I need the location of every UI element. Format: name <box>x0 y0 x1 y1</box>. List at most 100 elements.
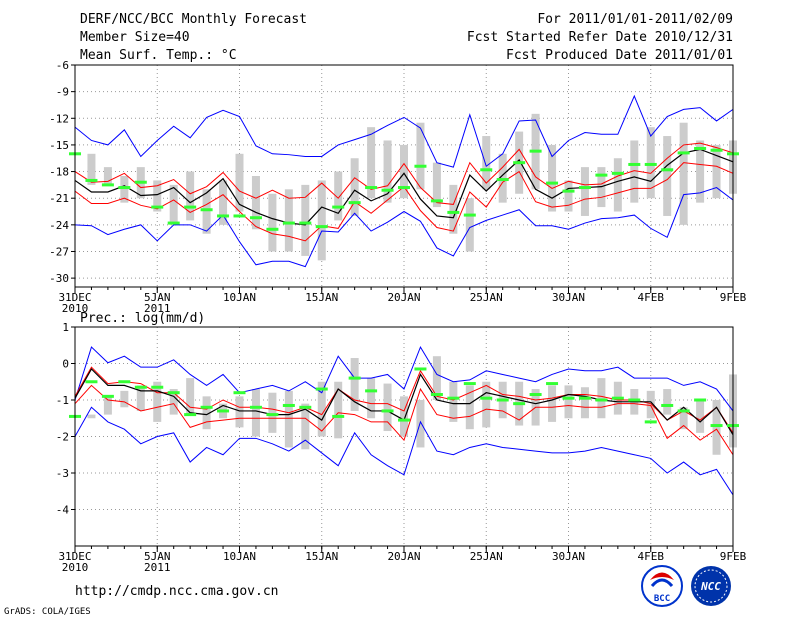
ensemble-box <box>120 176 129 203</box>
temperature-panel: -6-9-12-15-18-21-24-27-3031DEC20105JAN20… <box>49 59 746 315</box>
ncc-logo-disk <box>691 566 731 606</box>
ensemble-box <box>663 136 672 216</box>
ensemble-box <box>153 381 162 422</box>
y-tick-label: -30 <box>49 272 69 285</box>
ncc-logo: NCC <box>691 566 731 606</box>
ensemble-box <box>482 381 491 428</box>
ensemble-box <box>251 176 260 230</box>
ensemble-box <box>367 127 376 199</box>
ensemble-box <box>251 389 260 437</box>
x-tick-year-label: 2011 <box>144 561 171 574</box>
ensemble-box <box>564 180 573 212</box>
spread-upper-line <box>74 366 734 434</box>
ensemble-box <box>186 171 195 221</box>
x-tick-label: 30JAN <box>552 291 585 304</box>
ensemble-box <box>186 378 195 415</box>
bcc-logo-text: BCC <box>654 594 670 604</box>
ensemble-box <box>696 400 705 433</box>
x-tick-label: 31DEC <box>58 291 91 304</box>
forecast-started-date: Fcst Started Refer Date 2010/12/31 <box>467 30 733 45</box>
x-tick-year-label: 2011 <box>144 302 171 315</box>
ensemble-max-line <box>74 345 734 412</box>
ensemble-box <box>465 385 474 430</box>
ensemble-box <box>367 378 376 419</box>
bcc-logo: BCC <box>641 565 683 607</box>
x-tick-year-label: 2010 <box>62 561 89 574</box>
ensemble-box <box>284 390 293 448</box>
y-tick-label: 0 <box>62 358 69 371</box>
forecast-period: For 2011/01/01-2011/02/09 <box>537 12 733 27</box>
ensemble-box <box>136 385 145 411</box>
y-tick-label: 1 <box>62 321 69 334</box>
ensemble-box <box>548 385 557 422</box>
ensemble-box <box>432 356 441 400</box>
ensemble-box <box>235 153 244 212</box>
source-url: http://cmdp.ncc.cma.gov.cn <box>75 584 279 599</box>
y-tick-label: -2 <box>56 431 69 444</box>
ensemble-box <box>482 136 491 190</box>
y-tick-label: -27 <box>49 245 69 258</box>
ensemble-box <box>696 140 705 203</box>
ensemble-box <box>202 189 211 234</box>
x-tick-label: 30JAN <box>552 550 585 563</box>
member-size-label: Member Size=40 <box>80 30 190 45</box>
ensemble-box <box>202 396 211 430</box>
y-tick-label: -18 <box>49 166 69 179</box>
ensemble-box <box>103 396 112 415</box>
ensemble-box <box>548 144 557 212</box>
ensemble-box <box>268 392 277 433</box>
ensemble-box <box>334 171 343 221</box>
y-tick-label: -24 <box>49 219 69 232</box>
ensemble-box <box>317 180 326 261</box>
ensemble-box <box>416 400 425 448</box>
ensemble-box <box>613 158 622 212</box>
ensemble-box <box>712 144 721 199</box>
ncc-logo-dots <box>694 569 728 603</box>
x-tick-label: 25JAN <box>470 550 503 563</box>
grads-credit: GrADS: COLA/IGES <box>4 607 91 617</box>
ensemble-box <box>169 389 178 415</box>
x-tick-label: 10JAN <box>223 550 256 563</box>
ensemble-box <box>646 127 655 199</box>
x-tick-label: 9FEB <box>720 550 747 563</box>
ensemble-box <box>580 387 589 419</box>
ensemble-box <box>646 390 655 419</box>
ensemble-max-line <box>74 94 734 168</box>
ensemble-box <box>169 184 178 225</box>
ensemble-box <box>663 389 672 415</box>
y-tick-label: -21 <box>49 192 69 205</box>
y-tick-label: -9 <box>56 86 69 99</box>
ensemble-box <box>383 383 392 432</box>
ensemble-box <box>153 180 162 212</box>
ensemble-box <box>679 407 688 430</box>
x-tick-label: 15JAN <box>305 550 338 563</box>
ensemble-box <box>284 189 293 252</box>
spread-lower-line <box>74 384 734 456</box>
ensemble-box <box>334 381 343 439</box>
ensemble-box <box>679 122 688 225</box>
x-tick-label: 25JAN <box>470 291 503 304</box>
forecast-produced-date: Fcst Produced Date 2011/01/01 <box>506 48 733 63</box>
ensemble-mean-line <box>74 148 734 226</box>
bcc-logo-swirl <box>650 572 674 580</box>
ensemble-box <box>400 144 408 199</box>
x-tick-label: 31DEC <box>58 550 91 563</box>
ensemble-box <box>350 158 359 216</box>
ensemble-box <box>120 390 129 408</box>
ensemble-box <box>235 396 244 428</box>
figure-title: DERF/NCC/BCC Monthly Forecast <box>80 12 307 27</box>
y-tick-label: -4 <box>56 504 70 517</box>
ensemble-box <box>383 140 392 203</box>
ensemble-box <box>712 400 721 455</box>
x-tick-label: 20JAN <box>387 550 420 563</box>
ensemble-box <box>465 198 474 252</box>
y-tick-label: -1 <box>56 394 69 407</box>
precip-variable-label: Prec.: log(mm/d) <box>80 311 205 326</box>
ensemble-box <box>630 140 639 203</box>
ensemble-box <box>350 358 359 411</box>
bcc-logo-arc <box>650 578 674 588</box>
ensemble-box <box>400 396 408 437</box>
ensemble-box <box>449 184 458 234</box>
